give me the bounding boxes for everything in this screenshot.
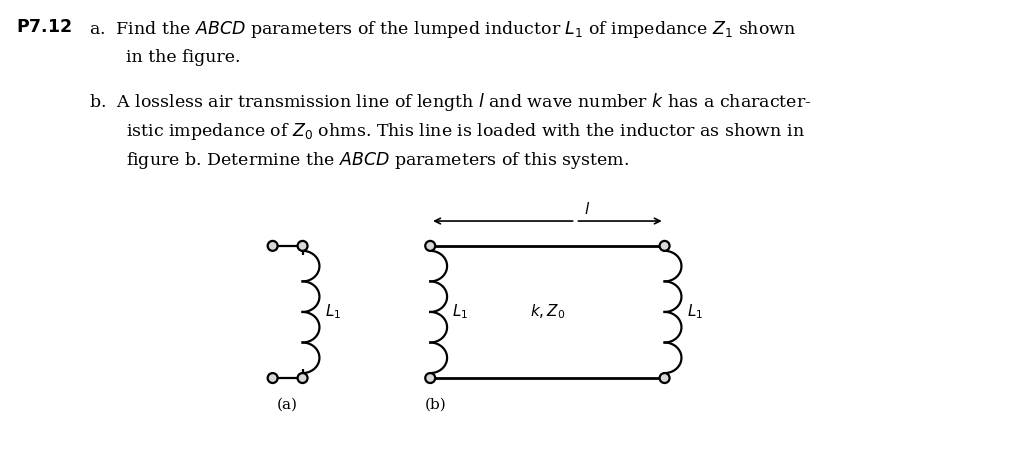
Circle shape bbox=[659, 373, 670, 383]
Circle shape bbox=[425, 373, 435, 383]
Text: b.  A lossless air transmission line of length $l$ and wave number $k$ has a cha: b. A lossless air transmission line of l… bbox=[89, 91, 812, 113]
Circle shape bbox=[298, 373, 307, 383]
Text: $L_1$: $L_1$ bbox=[325, 303, 341, 321]
Text: $\mathbf{P7.12}$: $\mathbf{P7.12}$ bbox=[16, 19, 73, 36]
Text: (b): (b) bbox=[424, 398, 446, 412]
Text: $L_1$: $L_1$ bbox=[453, 303, 468, 321]
Text: $L_1$: $L_1$ bbox=[686, 303, 702, 321]
Circle shape bbox=[659, 241, 670, 251]
Circle shape bbox=[267, 241, 278, 251]
Circle shape bbox=[298, 241, 307, 251]
Text: in the figure.: in the figure. bbox=[126, 49, 241, 66]
Text: (a): (a) bbox=[278, 398, 298, 412]
Text: a.  Find the $ABCD$ parameters of the lumped inductor $L_1$ of impedance $Z_1$ s: a. Find the $ABCD$ parameters of the lum… bbox=[89, 19, 797, 40]
Text: istic impedance of $Z_0$ ohms. This line is loaded with the inductor as shown in: istic impedance of $Z_0$ ohms. This line… bbox=[126, 121, 805, 142]
Text: figure b. Determine the $ABCD$ parameters of this system.: figure b. Determine the $ABCD$ parameter… bbox=[126, 151, 629, 171]
Text: $l$: $l$ bbox=[584, 201, 590, 217]
Circle shape bbox=[425, 241, 435, 251]
Text: $k, Z_0$: $k, Z_0$ bbox=[529, 303, 565, 321]
Circle shape bbox=[267, 373, 278, 383]
